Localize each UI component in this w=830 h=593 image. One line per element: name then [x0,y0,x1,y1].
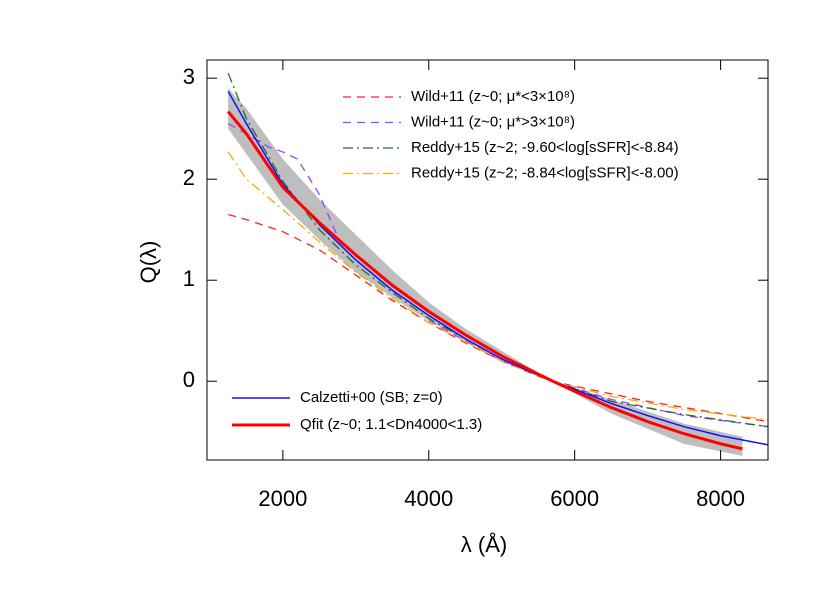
legend-label: Calzetti+00 (SB; z=0) [300,389,443,406]
x-axis-label: λ (Å) [461,532,507,557]
y-tick-label: 1 [183,266,195,291]
series-line [226,110,743,451]
legend-label: Reddy+15 (z~2; -8.84<log[sSFR]<-8.00) [411,164,679,181]
x-tick-label: 4000 [404,486,453,511]
y-tick-label: 2 [183,165,195,190]
y-tick-label: 3 [183,64,195,89]
y-tick-label: 0 [183,367,195,392]
legend-label: Qfit (z~0; 1.1<Dn4000<1.3) [300,416,482,433]
x-tick-label: 2000 [258,486,307,511]
plot-area [226,72,768,456]
x-tick-label: 6000 [550,486,599,511]
legend-label: Wild+11 (z~0; μ*>3×10⁸) [411,113,575,130]
series-line [227,72,768,428]
x-tick-label: 8000 [696,486,745,511]
series-line [227,213,768,423]
series-line [227,151,768,421]
plot-frame [206,59,769,461]
y-axis-label: Q(λ) [136,241,161,284]
legend-label: Reddy+15 (z~2; -9.60<log[sSFR]<-8.84) [411,139,679,156]
legend-label: Wild+11 (z~0; μ*<3×10⁸) [411,88,575,105]
